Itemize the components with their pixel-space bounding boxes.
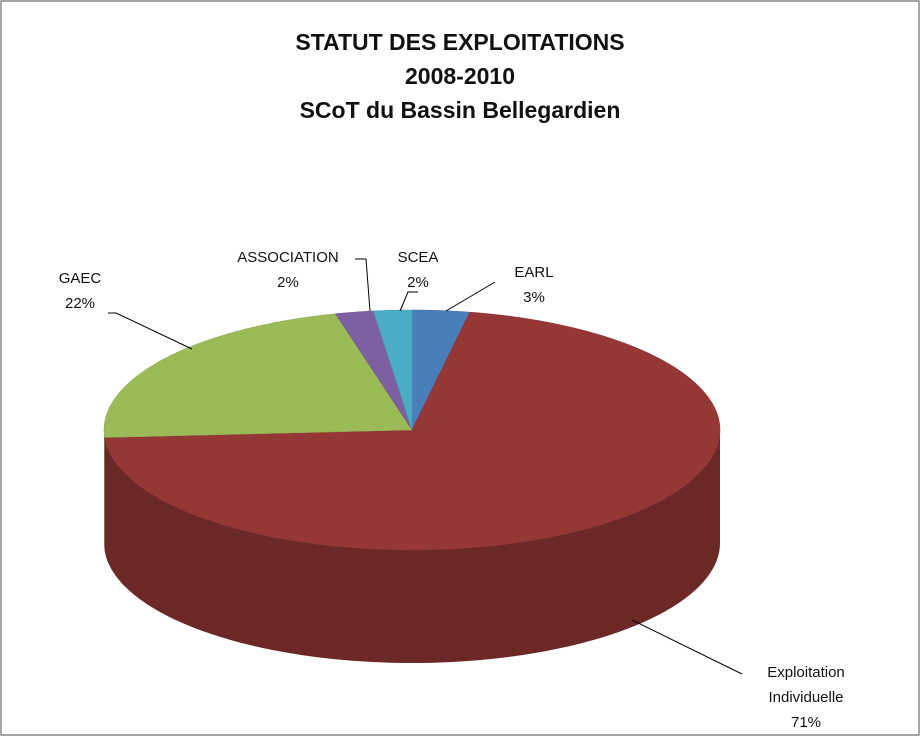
- leader-line: [445, 281, 496, 312]
- category-label: EARL: [514, 264, 554, 281]
- category-label: ASSOCIATION: [237, 249, 339, 266]
- data-label: SCEA 2%: [328, 245, 508, 295]
- leader-line: [631, 619, 743, 675]
- value-label: 3%: [523, 289, 545, 306]
- chart-title: SCoT du Bassin Bellegardien: [300, 97, 621, 123]
- data-label: Exploitation Individuelle 71%: [716, 660, 896, 735]
- data-label: ASSOCIATION 2%: [198, 245, 378, 295]
- value-label: 71%: [790, 714, 822, 731]
- data-label: EARL 3%: [444, 260, 624, 310]
- pie-slice: [334, 310, 413, 431]
- pie-slice: [104, 311, 721, 551]
- category-label: GAEC: [58, 270, 102, 287]
- pie-slice: [373, 309, 413, 431]
- pie-slice-side: [104, 430, 105, 551]
- category-label: Exploitation Individuelle: [767, 664, 845, 706]
- value-label: 22%: [64, 295, 96, 312]
- chart-title: STATUT DES EXPLOITATIONS: [295, 29, 624, 55]
- pie-slice-side: [104, 430, 720, 663]
- leader-line: [108, 312, 193, 350]
- chart-title: 2008-2010: [405, 63, 515, 89]
- value-label: 2%: [407, 274, 429, 291]
- data-label: GAEC 22%: [0, 266, 170, 316]
- category-label: SCEA: [397, 249, 439, 266]
- pie-slice: [103, 313, 413, 438]
- value-label: 2%: [277, 274, 299, 291]
- leader-line: [355, 258, 371, 312]
- leader-line: [399, 291, 418, 312]
